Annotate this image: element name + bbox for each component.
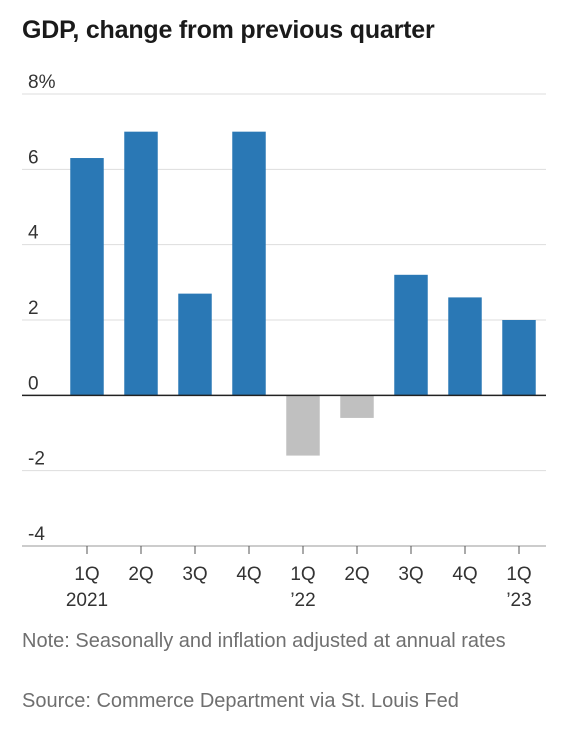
x-tick-label: ’22: [290, 590, 315, 611]
x-tick-label: 2Q: [128, 564, 153, 585]
bars-layer: [70, 131, 536, 456]
x-tick-label: ’23: [506, 590, 531, 611]
bar: [448, 297, 482, 396]
y-tick-labels: 8% 6 4 2 0 -2 -4: [28, 72, 56, 545]
x-tick-label: 1Q: [74, 564, 99, 585]
chart-source: Source: Commerce Department via St. Loui…: [22, 690, 459, 712]
x-tick-label: 2Q: [344, 564, 369, 585]
x-tick-label: 3Q: [182, 564, 207, 585]
y-tick-label: 6: [28, 147, 39, 168]
bar: [502, 320, 536, 396]
bar: [340, 395, 374, 418]
bar: [124, 131, 158, 396]
y-tick-label: 0: [28, 373, 39, 394]
x-tick-labels: 1Q 2021 2Q 3Q 4Q 1Q ’22 2Q 3Q 4Q 1Q ’23: [66, 546, 532, 611]
bar: [178, 293, 212, 396]
gdp-bar-chart: 8% 6 4 2 0 -2 -4 1Q 2021 2Q 3Q 4Q 1Q ’22 2Q 3Q 4Q 1Q ’23: [22, 72, 546, 611]
x-tick-label: 4Q: [452, 564, 477, 585]
y-tick-label: -4: [28, 524, 45, 545]
bar: [286, 395, 320, 456]
bar: [394, 274, 428, 396]
y-tick-label: 8%: [28, 72, 56, 93]
x-tick-label: 1Q: [290, 564, 315, 585]
x-tick-label: 3Q: [398, 564, 423, 585]
x-tick-label: 4Q: [236, 564, 261, 585]
y-tick-label: 2: [28, 298, 39, 319]
chart-note: Note: Seasonally and inflation adjusted …: [22, 630, 506, 652]
y-tick-label: 4: [28, 223, 39, 244]
y-tick-label: -2: [28, 449, 45, 470]
x-tick-label: 2021: [66, 590, 108, 611]
bar: [232, 131, 266, 396]
chart-title: GDP, change from previous quarter: [22, 16, 435, 44]
x-tick-label: 1Q: [506, 564, 531, 585]
bar: [70, 158, 104, 396]
zero-line-layer: [22, 394, 546, 547]
